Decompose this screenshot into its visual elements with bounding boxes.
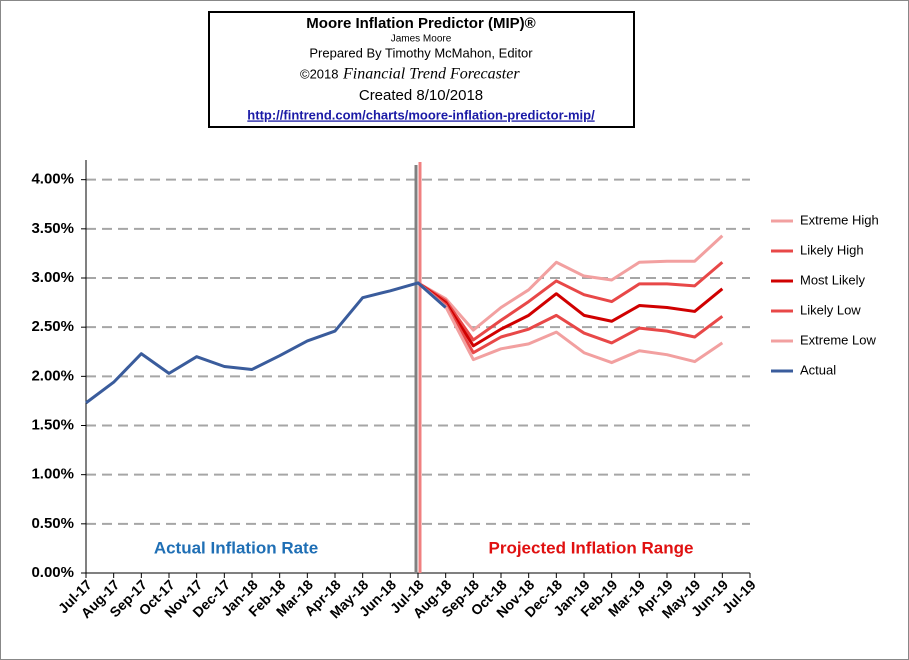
author: James Moore [391,34,452,45]
copyright: ©2018 [300,66,339,81]
legend-label: Likely High [800,242,864,257]
legend-label: Extreme Low [800,332,876,347]
legend-label: Likely Low [800,302,861,317]
series-line [417,281,724,355]
y-tick-label: 2.00% [31,367,74,384]
legend-label: Actual [800,362,836,377]
source-link[interactable]: http://fintrend.com/charts/moore-inflati… [247,107,595,122]
projected-annotation: Projected Inflation Range [489,538,694,557]
prepared-by: Prepared By Timothy McMahon, Editor [309,45,533,60]
created-date: Created 8/10/2018 [359,87,483,104]
y-tick-label: 0.00% [31,564,74,581]
y-tick-label: 4.00% [31,171,74,188]
title-box [208,11,635,128]
y-tick-label: 3.00% [31,269,74,286]
series-line [85,281,447,405]
legend-label: Most Likely [800,272,866,287]
y-tick-label: 2.50% [31,318,74,335]
y-tick-label: 3.50% [31,220,74,237]
y-tick-label: 1.50% [31,416,74,433]
y-tick-label: 0.50% [31,515,74,532]
legend-label: Extreme High [800,212,879,227]
series-line [417,234,724,332]
series-line [417,261,724,342]
chart-title: Moore Inflation Predictor (MIP)® [306,15,535,32]
actual-annotation: Actual Inflation Rate [154,538,318,557]
y-tick-label: 1.00% [31,466,74,483]
series-line [417,281,724,365]
publisher: Financial Trend Forecaster [342,66,520,83]
series-line [417,281,724,348]
